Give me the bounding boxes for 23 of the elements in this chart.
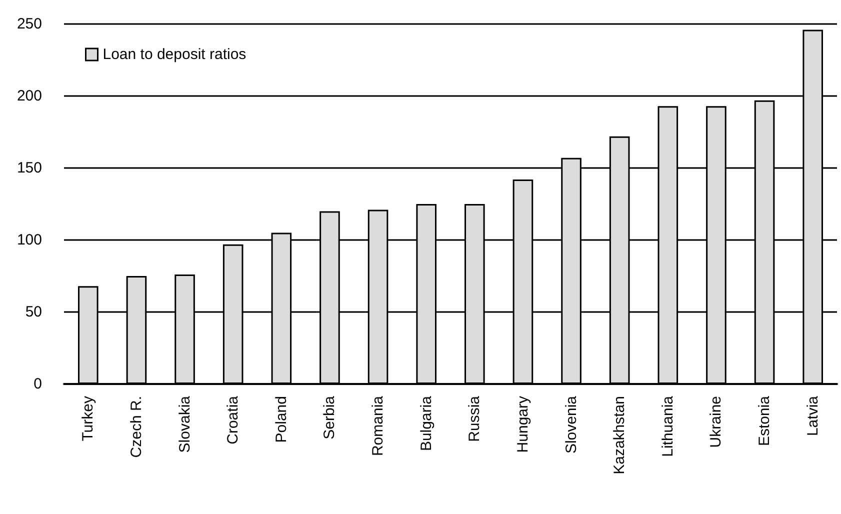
x-tick-label: Turkey [80, 396, 97, 442]
x-tick-label: Romania [370, 395, 387, 456]
x-tick-label: Czech R. [128, 396, 145, 458]
x-tick-label: Ukraine [708, 396, 725, 448]
x-tick-label: Hungary [514, 396, 532, 453]
legend-label: Loan to deposit ratios [102, 46, 246, 63]
y-tick-label: 50 [25, 304, 42, 320]
y-tick-label: 250 [16, 16, 42, 32]
x-tick-label: Serbia [321, 395, 338, 440]
x-tick-label: Croatia [224, 395, 242, 444]
x-tick-label: Russia [466, 395, 484, 442]
x-tick-label: Lithuania [659, 395, 676, 457]
x-tick-label: Bulgaria [418, 395, 435, 452]
y-tick-label: 150 [16, 160, 42, 176]
x-tick-label: Kazakhstan [611, 396, 628, 474]
y-tick-label: 200 [16, 88, 42, 104]
y-tick-label: 100 [16, 232, 42, 248]
x-tick-label: Poland [272, 396, 290, 443]
x-tick-label: Estonia [756, 395, 774, 446]
x-tick-label: Latvia [804, 395, 822, 436]
x-tick-label: Slovakia [176, 395, 194, 453]
y-tick-label: 0 [34, 376, 42, 392]
x-tick-label: Slovenia [562, 395, 580, 454]
